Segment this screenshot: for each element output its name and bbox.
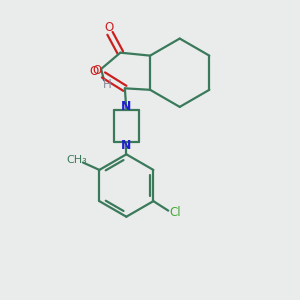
Text: H: H	[103, 78, 111, 91]
Text: N: N	[121, 140, 131, 152]
Text: Cl: Cl	[169, 206, 181, 219]
Text: O: O	[89, 65, 98, 78]
Text: CH₃: CH₃	[67, 154, 87, 164]
Text: O: O	[104, 22, 113, 34]
Text: N: N	[121, 100, 131, 113]
Text: O: O	[92, 64, 101, 77]
